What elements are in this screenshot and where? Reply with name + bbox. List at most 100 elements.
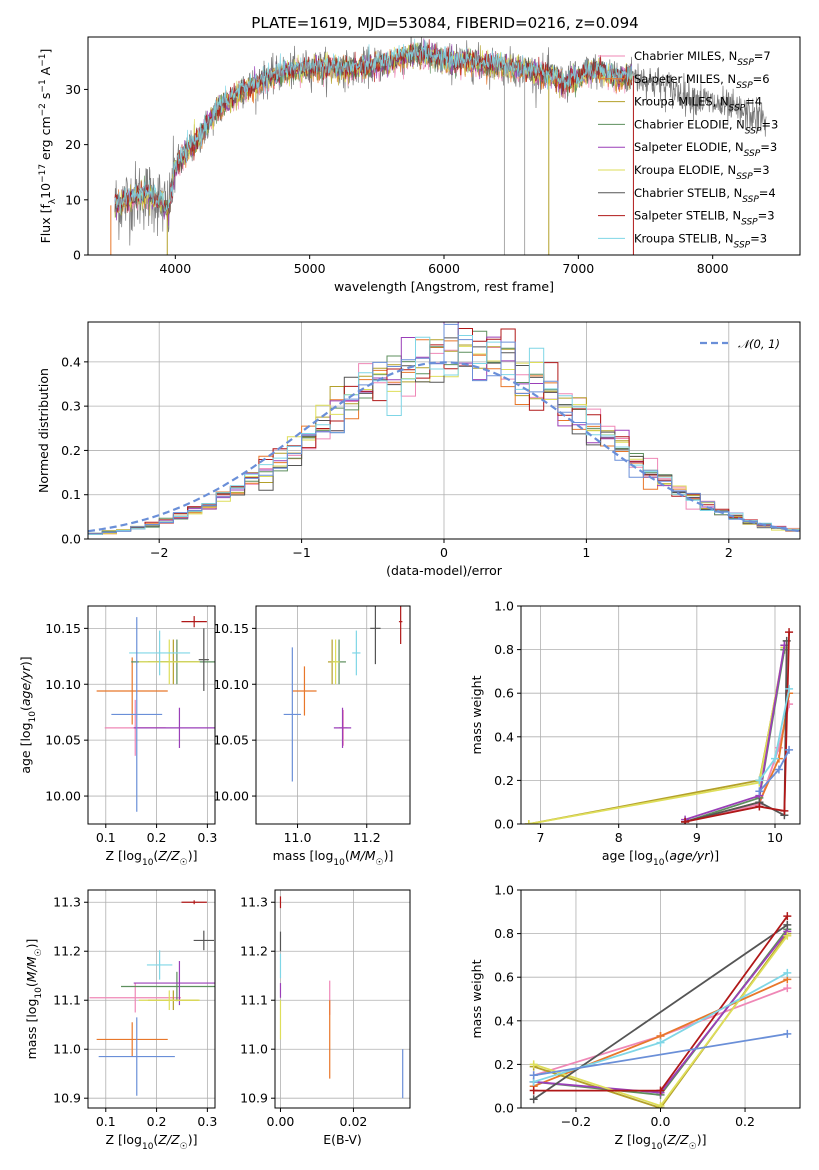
y-axis-label: age [log10(age/yr)]: [18, 656, 38, 773]
mass-weight-marker: [783, 920, 792, 929]
legend-entry: Kroupa ELODIE, NSSP=3: [634, 163, 770, 182]
axes-frame: [87, 605, 216, 825]
y-tick-label: 0.6: [494, 686, 514, 701]
axes-frame: [87, 36, 801, 256]
y-tick-label: 0.0: [494, 1101, 514, 1116]
panel-age-vs-mass: 11.0 11.2 10.00 10.05 10.10 10.15 mass [log10(…: [213, 605, 411, 868]
legend-entry: Chabrier STELIB, NSSP=4: [634, 186, 776, 205]
x-tick-label: 10: [767, 830, 783, 845]
x-tick-label: 0.00: [267, 1114, 295, 1129]
y-tick-label: 10.05: [45, 733, 81, 748]
plot-area-mass-vs-z: [89, 900, 215, 1096]
mass-weight-marker: [783, 912, 792, 921]
axes-frame: [520, 889, 801, 1109]
y-tick-label: 0.2: [61, 443, 81, 458]
y-axis-label: Flux [fλ10−17 erg cm−2 s−1 A−1]: [38, 49, 58, 244]
y-tick-label: 10.9: [53, 1091, 81, 1106]
y-tick-label: 11.3: [240, 895, 268, 910]
legend-entry: Salpeter ELODIE, NSSP=3: [634, 140, 777, 159]
x-tick-label: 0.3: [197, 1114, 217, 1129]
y-tick-label: 11.0: [240, 1042, 268, 1057]
x-tick-label: −0.2: [561, 1114, 591, 1129]
mass-weight-marker: [681, 817, 690, 824]
x-tick-label: 7: [537, 830, 545, 845]
x-axis-label: age [log10(age/yr)]: [602, 848, 719, 868]
x-axis-label: mass [log10(M/M☉)]: [273, 848, 394, 868]
y-tick-label: 20: [65, 137, 81, 152]
mass-weight-marker: [770, 754, 779, 763]
legend-entry: Kroupa MILES, NSSP=4: [634, 95, 762, 114]
x-tick-label: 8000: [697, 261, 729, 276]
panel-mass-weight-vs-z: −0.2 0.0 0.2 0.0 0.2 0.4 0.6 0.8 1.0 mass weight Z…: [469, 883, 801, 1152]
panel-age-vs-z: 0.1 0.2 0.3 10.00 10.05 10.10 10.15 Z [log10(Z/…: [18, 605, 217, 868]
plot-area-age-vs-z: [96, 616, 215, 812]
legend-entry: Chabrier ELODIE, NSSP=3: [634, 117, 778, 136]
plot-area-mass-weight-vs-age: [524, 628, 794, 824]
y-tick-label: 11.3: [53, 895, 81, 910]
y-tick-label: 10.05: [213, 733, 249, 748]
residual-histogram-9: [88, 323, 800, 534]
plot-area-residuals: [88, 322, 800, 535]
y-tick-label: 10.15: [45, 621, 81, 636]
y-tick-label: 0.0: [494, 817, 514, 832]
x-tick-label: 2: [725, 545, 733, 560]
mass-weight-marker: [656, 1038, 665, 1047]
mass-weight-marker: [785, 745, 794, 754]
y-tick-label: 30: [65, 82, 81, 97]
y-tick-label: 11.0: [53, 1042, 81, 1057]
x-tick-label: 11.2: [353, 830, 381, 845]
legend-entry: Salpeter STELIB, NSSP=3: [634, 209, 775, 228]
x-axis-label: Z [log10(Z/Z☉)]: [106, 1132, 198, 1152]
x-axis-label: Z [log10(Z/Z☉)]: [106, 848, 198, 868]
y-tick-label: 11.2: [53, 944, 81, 959]
x-tick-label: 9: [693, 830, 701, 845]
mass-weight-line: [684, 632, 790, 823]
y-tick-label: 10.00: [45, 789, 81, 804]
x-tick-label: 0.1: [96, 830, 116, 845]
mass-weight-marker: [656, 1086, 665, 1095]
x-axis-label: Z [log10(Z/Z☉)]: [615, 1132, 707, 1152]
x-tick-label: 5000: [294, 261, 326, 276]
panel-mass-vs-z: 0.1 0.2 0.3 10.9 11.0 11.1 11.2 11.3 Z [log10(Z/…: [24, 889, 217, 1152]
y-tick-label: 0.0: [61, 532, 81, 547]
mass-weight-marker: [529, 1086, 538, 1095]
x-tick-label: 0.2: [735, 1114, 755, 1129]
y-axis-label: Normed distribution: [36, 368, 51, 493]
mass-weight-marker: [529, 1071, 538, 1080]
legend-entry: Kroupa STELIB, NSSP=3: [634, 231, 767, 250]
y-tick-label: 1.0: [494, 883, 514, 898]
legend-entry: 𝒩(0, 1): [738, 337, 780, 351]
panel-mass-vs-ebv: 0.00 0.02 10.9 11.0 11.1 11.2 11.3 E(B-V): [240, 889, 411, 1147]
mass-weight-marker: [785, 628, 794, 637]
y-axis-label: mass [log10(M/M☉)]: [24, 939, 44, 1060]
plot-area-spectrum: [110, 37, 767, 255]
legend-entry: Chabrier MILES, NSSP=7: [634, 49, 771, 68]
x-tick-label: 0.02: [340, 1114, 368, 1129]
mass-weight-line: [528, 647, 786, 824]
x-tick-label: 6000: [428, 261, 460, 276]
mass-weight-line: [533, 924, 788, 1101]
mass-weight-line: [533, 1033, 788, 1077]
panel-residuals: −2 −1 0 1 2 0.0 0.1 0.2 0.3 0.4 (data-model)/error…: [36, 321, 801, 578]
x-axis-label: E(B-V): [323, 1132, 362, 1147]
y-tick-label: 10: [65, 192, 81, 207]
y-tick-label: 0.3: [61, 399, 81, 414]
x-axis-label: (data-model)/error: [386, 563, 503, 578]
y-tick-label: 11.2: [240, 944, 268, 959]
x-tick-label: 0.2: [147, 1114, 167, 1129]
y-tick-label: 10.10: [213, 677, 249, 692]
y-tick-label: 11.1: [53, 993, 81, 1008]
x-axis-label: wavelength [Angstrom, rest frame]: [334, 279, 554, 294]
x-tick-label: 0.1: [96, 1114, 116, 1129]
x-tick-label: 11.0: [284, 830, 312, 845]
y-tick-label: 0.2: [494, 1057, 514, 1072]
normal-distribution-curve: [88, 361, 800, 533]
x-tick-label: 7000: [562, 261, 594, 276]
mass-weight-marker: [656, 1101, 665, 1108]
mass-weight-marker: [774, 765, 783, 774]
y-axis-label: mass weight: [469, 675, 484, 754]
x-tick-label: 0.3: [197, 830, 217, 845]
model-spectrum-line: [114, 38, 633, 215]
mass-weight-marker: [755, 787, 764, 796]
